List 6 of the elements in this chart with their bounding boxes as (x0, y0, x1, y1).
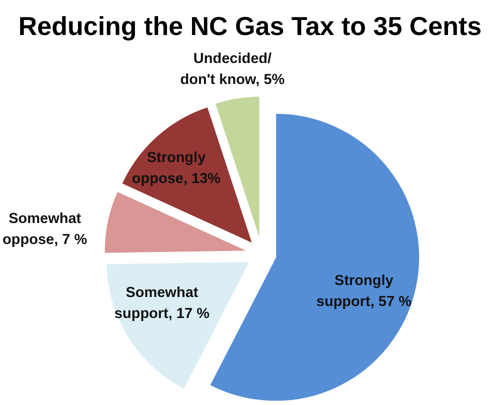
chart-title: Reducing the NC Gas Tax to 35 Cents (17, 10, 483, 43)
slice-label: Strongly oppose, 13% (132, 149, 221, 190)
slice-label: Undecided/don't know, 5% (180, 50, 285, 90)
slice-label: Somewhat oppose, 7 % (2, 210, 88, 250)
slice-label: Strongly support, 57 % (316, 272, 412, 312)
slice-label: Somewhat support, 17 % (114, 284, 210, 324)
